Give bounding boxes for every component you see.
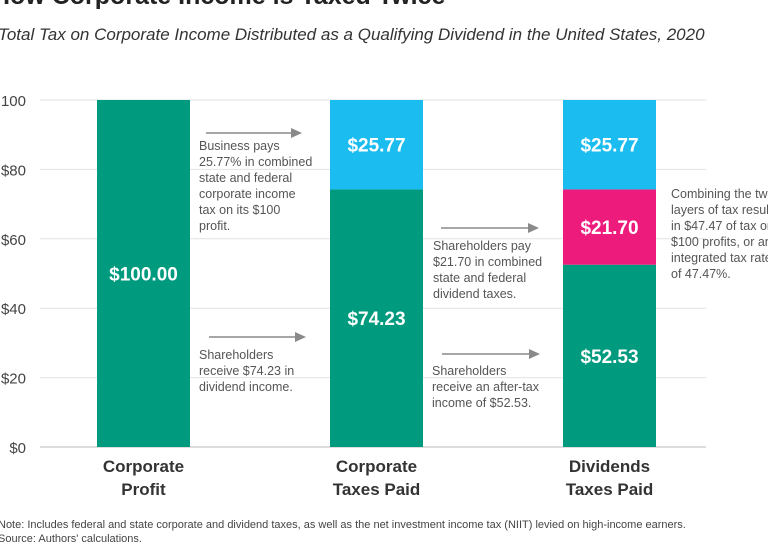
annotation-after-tax: Shareholders receive an after-tax income o… — [432, 364, 540, 410]
arrow-head — [528, 223, 539, 233]
bar-dividend-tax — [563, 189, 656, 265]
data-label: $52.53 — [580, 347, 638, 368]
chart-source: Source: Authors' calculations. — [0, 533, 142, 545]
arrow-head — [291, 128, 302, 138]
stacked-bar-chart: $0 $20 $40 $60 $80 100 $100.00 Corporate Profit… — [1, 93, 768, 499]
data-label: $74.23 — [347, 309, 405, 330]
annotation-shareholders-receive: Shareholders receive $74.23 in dividend in… — [199, 348, 294, 394]
chart-subtitle: Total Tax on Corporate Income Distribute… — [0, 25, 705, 44]
y-tick-label: $80 — [1, 162, 26, 179]
category-label: Dividends Taxes Paid — [566, 457, 654, 499]
bar-after-tax — [97, 100, 190, 447]
annotation-shareholders-pay: Shareholders pay $21.70 in combined state … — [433, 239, 542, 301]
data-label: $100.00 — [109, 265, 178, 286]
bar-after-tax — [563, 264, 656, 447]
y-tick-label: $0 — [9, 440, 26, 457]
bar-corporate-tax — [563, 100, 656, 190]
data-label: $25.77 — [580, 136, 638, 157]
y-tick-label: $60 — [1, 232, 26, 249]
annotation-combined: Combining the two layers of tax results in… — [671, 187, 768, 281]
bar-after-tax — [330, 189, 423, 447]
chart-title: How Corporate Income is Taxed Twice — [0, 0, 445, 11]
y-tick-label: $40 — [1, 301, 26, 318]
annotation-business-pays: Business pays 25.77% in combined state and… — [199, 139, 312, 233]
data-label: $21.70 — [580, 218, 638, 239]
y-tick-label: $20 — [1, 371, 26, 388]
y-tick-label: 100 — [1, 93, 26, 110]
category-label: Corporate Taxes Paid — [333, 457, 421, 499]
arrow-head — [295, 332, 306, 342]
category-label: Corporate Profit — [103, 457, 184, 499]
arrow-head — [529, 349, 540, 359]
bar-corporate-tax — [330, 100, 423, 190]
data-label: $25.77 — [347, 136, 405, 157]
chart-note: Note: Includes federal and state corpora… — [0, 519, 686, 531]
